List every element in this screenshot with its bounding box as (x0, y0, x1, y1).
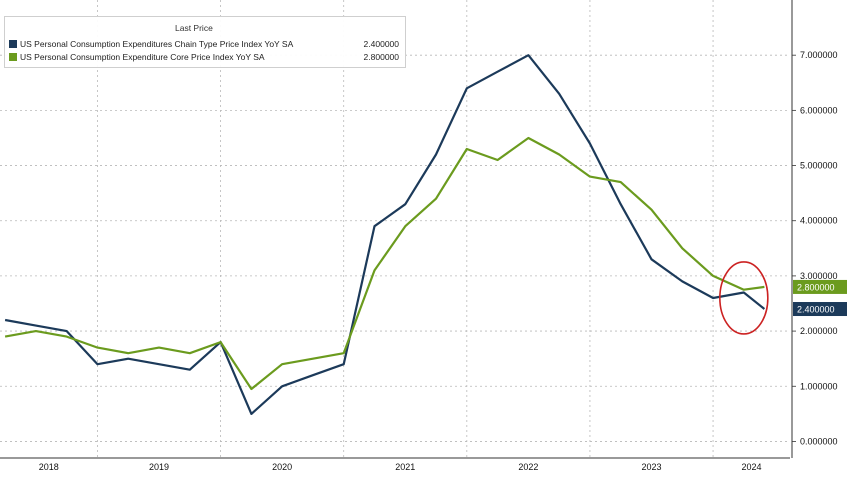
legend-value-core: 2.800000 (363, 52, 399, 62)
y-tick-label: 3.000000 (800, 271, 838, 281)
highlight-ellipse (719, 261, 769, 335)
legend-swatch-core (9, 53, 17, 61)
x-tick-label: 2024 (742, 462, 762, 472)
legend-value-headline: 2.400000 (363, 39, 399, 49)
last-value-tag-label: 2.400000 (797, 305, 835, 315)
x-tick-label: 2018 (39, 462, 59, 472)
legend: Last Price US Personal Consumption Expen… (4, 16, 406, 68)
x-tick-label: 2022 (518, 462, 538, 472)
legend-header: Last Price (175, 23, 213, 33)
legend-entry-core: US Personal Consumption Expenditure Core… (9, 51, 399, 63)
y-tick-label: 4.000000 (800, 216, 838, 226)
x-tick-label: 2020 (272, 462, 292, 472)
y-tick-label: 2.000000 (800, 326, 838, 336)
legend-entry-headline: US Personal Consumption Expenditures Cha… (9, 38, 399, 50)
series-line-core (4, 136, 765, 391)
last-value-tag-label: 2.800000 (797, 282, 835, 292)
last-value-tag-headline (793, 302, 847, 317)
x-tick-label: 2023 (641, 462, 661, 472)
y-tick-label: 5.000000 (800, 161, 838, 171)
y-tick-label: 7.000000 (800, 50, 838, 60)
last-value-tag-core (793, 279, 847, 294)
legend-label-core: US Personal Consumption Expenditure Core… (20, 52, 265, 62)
y-tick-label: 0.000000 (800, 436, 838, 446)
x-tick-label: 2019 (149, 462, 169, 472)
series-line-headline (4, 54, 766, 415)
x-tick-label: 2021 (395, 462, 415, 472)
y-tick-label: 1.000000 (800, 381, 838, 391)
y-tick-label: 6.000000 (800, 105, 838, 115)
legend-swatch-headline (9, 40, 17, 48)
legend-label-headline: US Personal Consumption Expenditures Cha… (20, 39, 294, 49)
